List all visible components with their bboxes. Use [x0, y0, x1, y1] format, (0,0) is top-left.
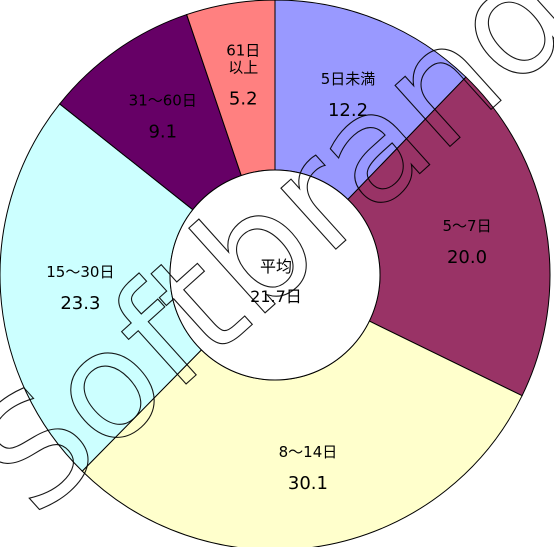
- donut-hole: [169, 169, 381, 381]
- slice-value: 30.1: [288, 473, 328, 494]
- center-label: 平均: [260, 257, 292, 276]
- slice-label: 8〜14日: [279, 443, 338, 461]
- center-value: 21.7日: [250, 287, 302, 306]
- slice-value: 23.3: [60, 293, 100, 314]
- slice-label: 15〜30日: [46, 263, 114, 281]
- slice-value: 5.2: [229, 89, 258, 110]
- slice-label: 61日: [226, 42, 260, 60]
- slice-label: 5〜7日: [442, 217, 491, 235]
- slice-label: 31〜60日: [129, 92, 197, 110]
- slice-value: 20.0: [447, 247, 487, 268]
- slice-value: 9.1: [148, 122, 177, 143]
- slice-label: 5日未満: [321, 70, 376, 88]
- slice-value: 12.2: [328, 100, 368, 121]
- slice-labels: 5日未満 12.2 5〜7日 20.0 8〜14日 30.1 15〜30日 23.3 31〜60…: [46, 42, 491, 495]
- slice-label: 以上: [228, 59, 258, 77]
